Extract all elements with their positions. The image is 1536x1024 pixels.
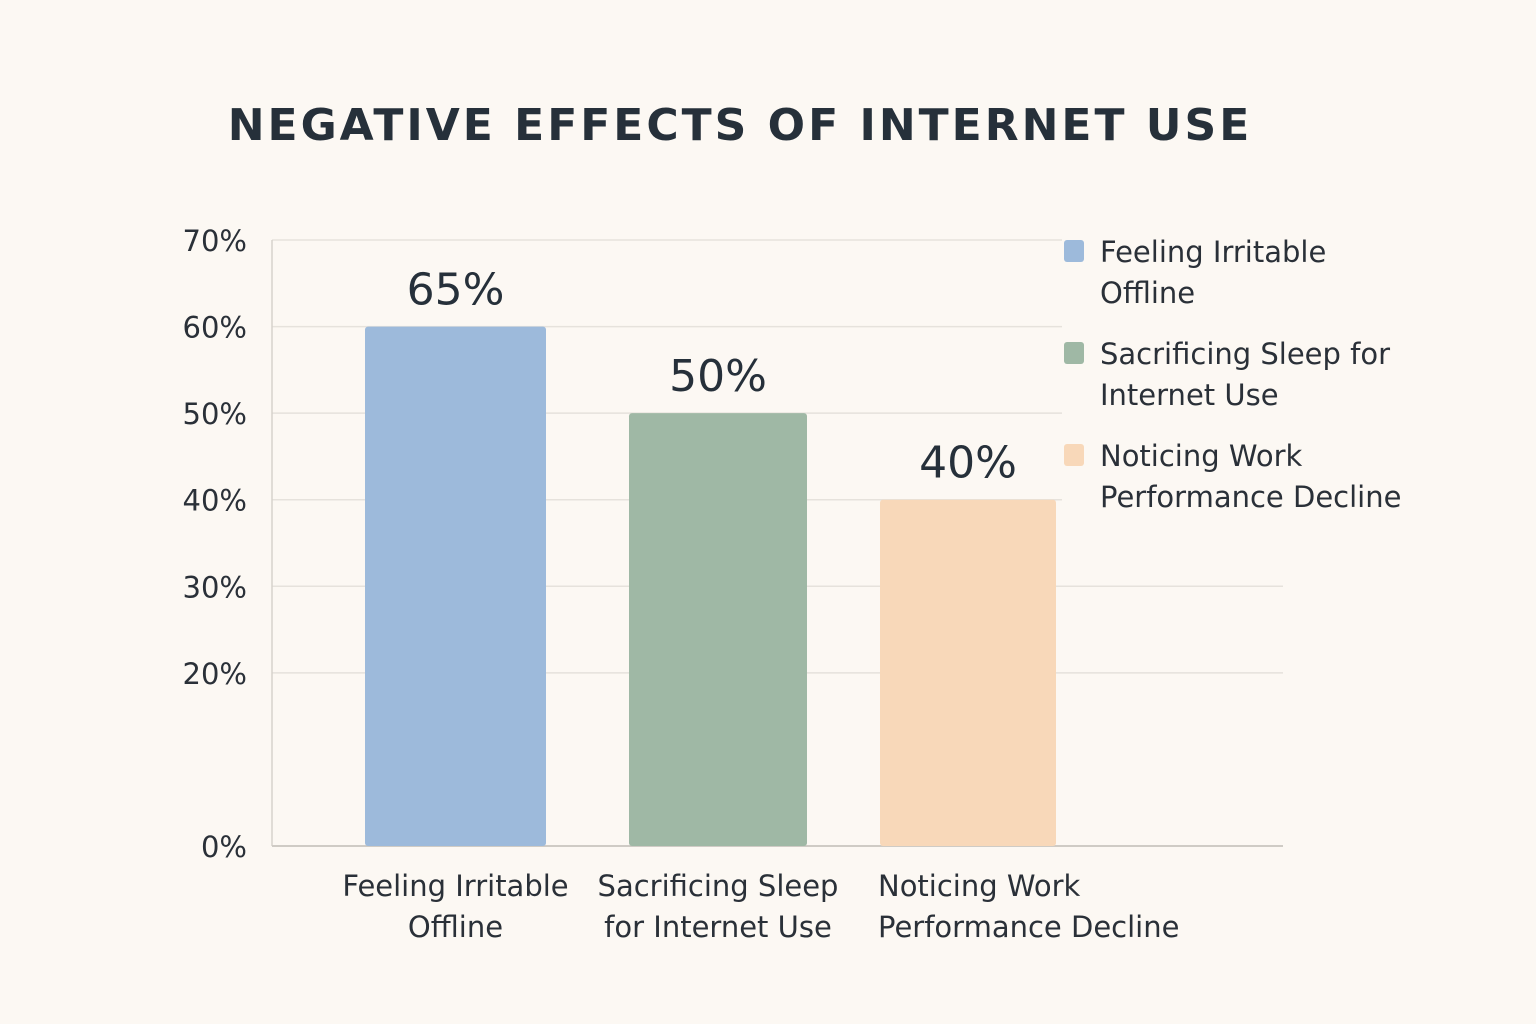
legend-label: Feeling Irritable Offline bbox=[1100, 235, 1327, 310]
bar bbox=[365, 326, 546, 847]
y-tick-label: 70% bbox=[183, 224, 247, 258]
data-label: 50% bbox=[669, 351, 767, 402]
x-tick-label: Performance Decline bbox=[878, 910, 1179, 944]
x-tick-label: Offline bbox=[408, 910, 503, 944]
y-tick-label: 0% bbox=[201, 830, 247, 864]
legend-item: Sacrificing Sleep for Internet Use bbox=[1062, 334, 1402, 416]
x-tick-label: for Internet Use bbox=[604, 910, 832, 944]
data-label: 65% bbox=[407, 265, 505, 316]
legend-swatch bbox=[1064, 444, 1084, 466]
legend-label: Sacrificing Sleep for Internet Use bbox=[1100, 337, 1391, 412]
chart-title: NEGATIVE EFFECTS OF INTERNET USE bbox=[227, 100, 1253, 151]
bar bbox=[880, 499, 1056, 846]
legend-item: Feeling Irritable Offline bbox=[1062, 232, 1402, 314]
y-tick-label: 30% bbox=[183, 570, 247, 604]
legend-item: Noticing Work Performance Decline bbox=[1062, 436, 1402, 518]
legend-swatch bbox=[1064, 240, 1084, 262]
y-tick-label: 60% bbox=[183, 311, 247, 345]
data-label: 40% bbox=[919, 438, 1017, 489]
bar bbox=[629, 413, 807, 846]
y-tick-label: 50% bbox=[183, 397, 247, 431]
legend-swatch bbox=[1064, 342, 1084, 364]
x-tick-label: Sacrificing Sleep bbox=[598, 869, 839, 903]
legend: Feeling Irritable Offline Sacrificing Sl… bbox=[1062, 230, 1402, 546]
y-tick-label: 40% bbox=[183, 484, 247, 518]
x-tick-label: Noticing Work bbox=[878, 869, 1081, 903]
x-tick-label: Feeling Irritable bbox=[342, 869, 568, 903]
legend-label: Noticing Work Performance Decline bbox=[1100, 439, 1402, 514]
y-tick-label: 20% bbox=[183, 657, 247, 691]
